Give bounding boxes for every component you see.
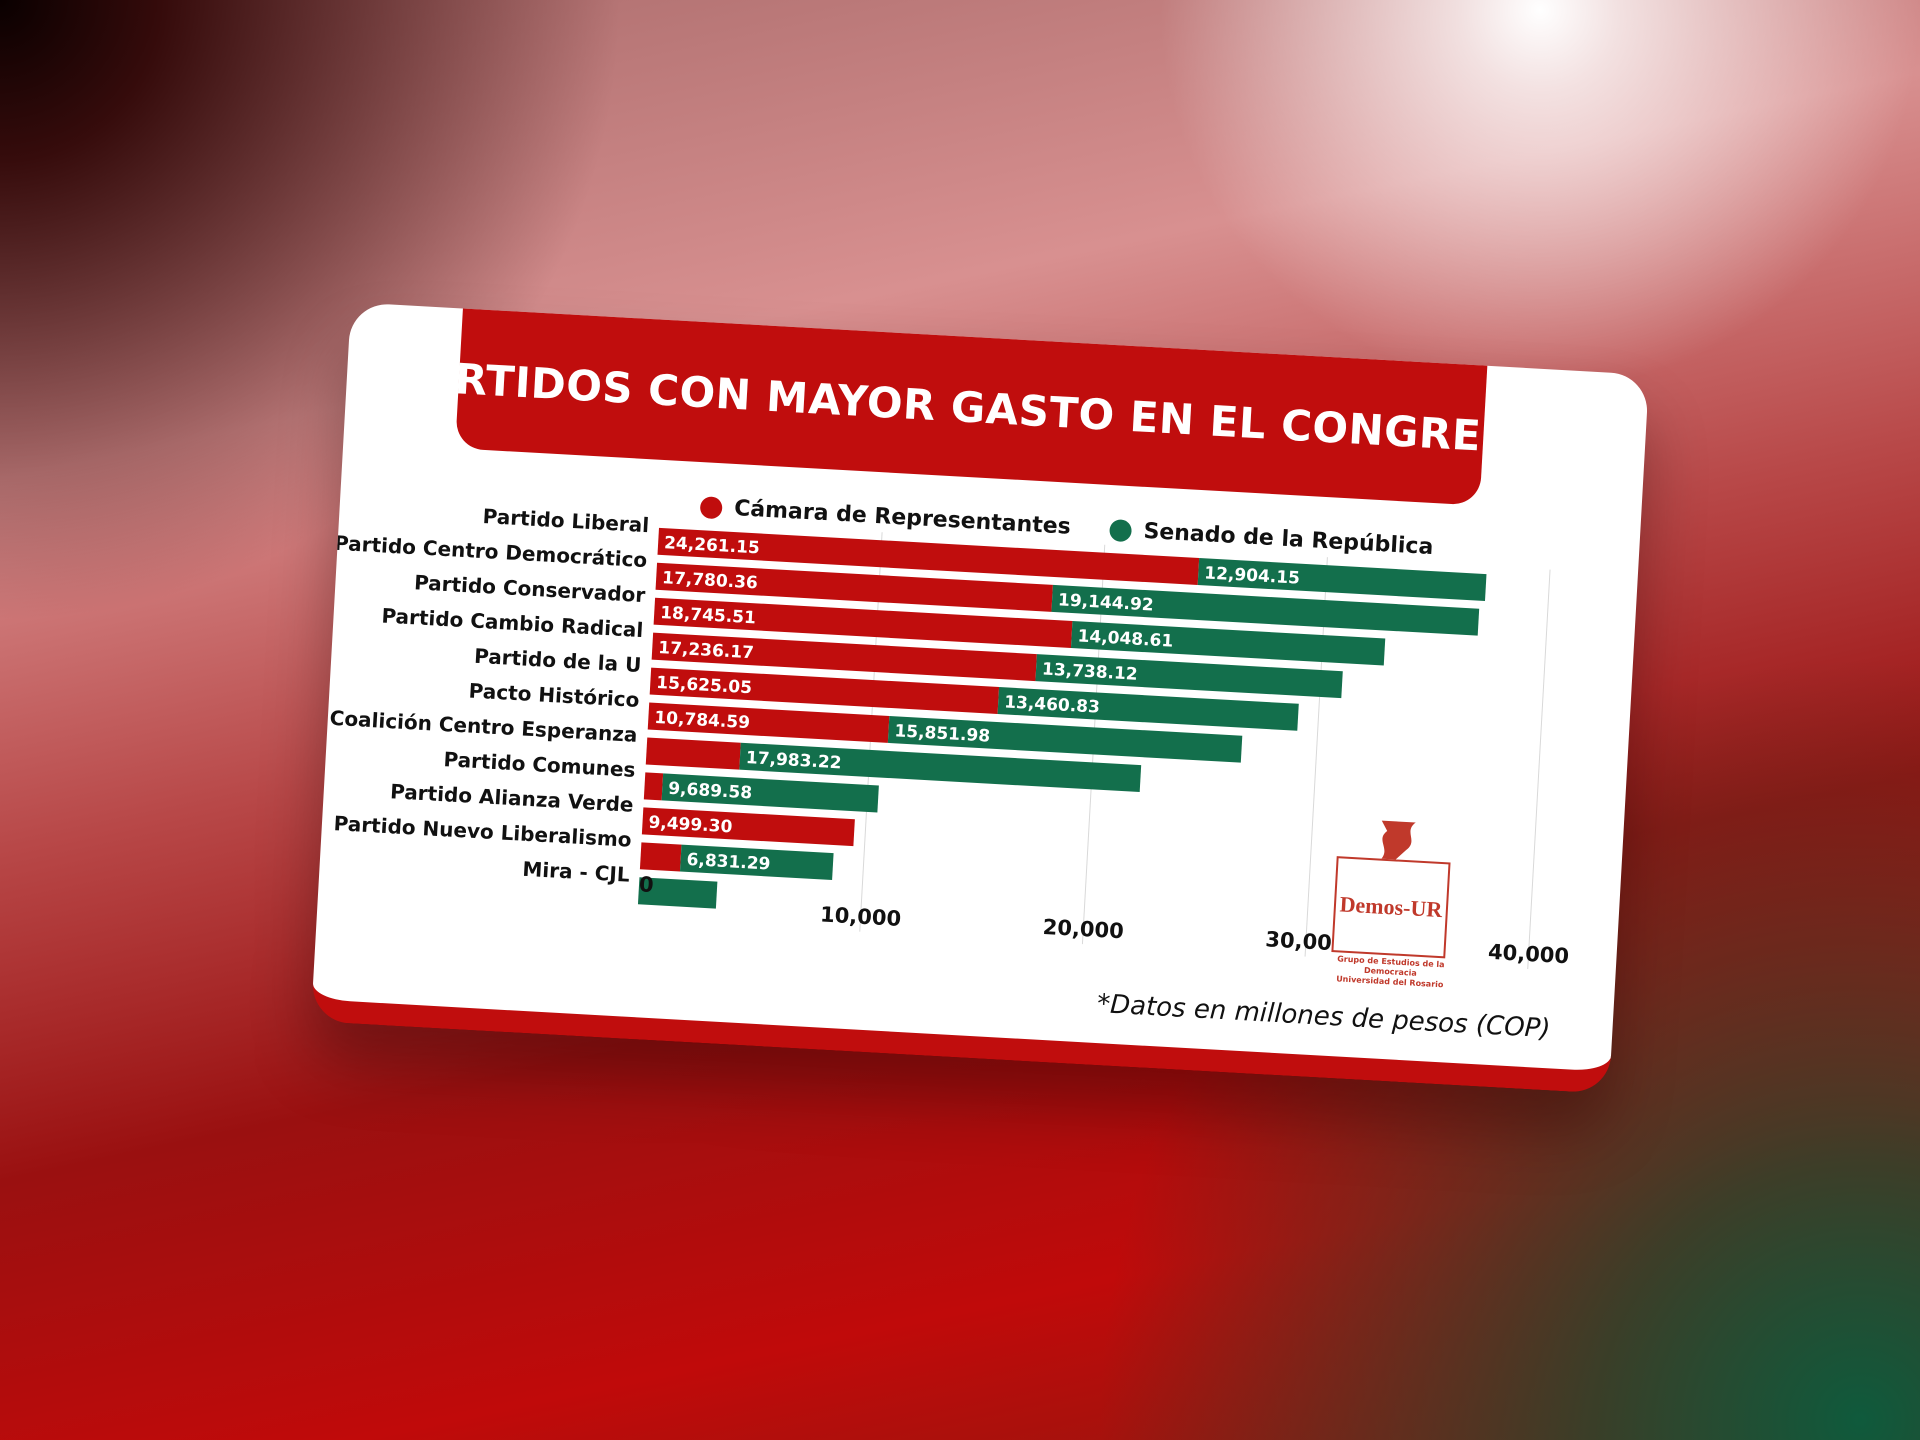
category-label: Partido Conservador <box>414 570 646 607</box>
logo-text: Demos-UR <box>1339 891 1443 923</box>
category-label: Partido Centro Democrático <box>333 531 647 572</box>
bar-senado <box>1035 654 1343 699</box>
bar-senado <box>637 877 718 909</box>
bar-senado <box>1070 621 1386 666</box>
x-tick-label: 10,000 <box>819 902 901 930</box>
category-label: Coalición Centro Esperanza <box>329 706 638 747</box>
category-label: Mira - CJL <box>522 857 631 887</box>
bar-camara <box>655 562 1053 612</box>
category-label: Partido Alianza Verde <box>390 779 635 817</box>
ballot-paper-icon <box>1379 820 1416 862</box>
data-label-senado: 6,831.29 <box>686 850 771 875</box>
x-tick-label: 0 <box>638 872 654 897</box>
bar-senado <box>997 687 1299 731</box>
x-tick-label: 40,000 <box>1487 940 1569 968</box>
bar-camara <box>645 737 741 770</box>
bar-camara <box>651 632 1037 682</box>
category-label: Partido Nuevo Liberalismo <box>333 811 632 852</box>
data-label-senado: 9,689.58 <box>668 779 753 804</box>
bar-camara <box>653 597 1073 648</box>
category-label: Pacto Histórico <box>468 678 640 712</box>
bar-senado <box>1051 584 1480 636</box>
bar-chart: Partido Liberal24,261.1512,904.15Partido… <box>329 504 1570 970</box>
x-tick-label: 20,000 <box>1042 915 1124 943</box>
category-label: Partido de la U <box>474 644 642 677</box>
bar-camara <box>657 527 1200 585</box>
bar-senado <box>887 715 1243 763</box>
bar-camara <box>641 807 855 847</box>
chart-card: PARTIDOS CON MAYOR GASTO EN EL CONGRESO … <box>310 302 1650 1094</box>
data-label-camara: 9,499.30 <box>648 813 733 838</box>
category-label: Partido Comunes <box>443 747 636 782</box>
bar-senado <box>1197 558 1487 602</box>
bar-camara <box>643 772 664 801</box>
bar-camara <box>649 667 1000 715</box>
category-label: Partido Liberal <box>482 504 650 537</box>
bar-senado <box>661 773 879 813</box>
gridline <box>1527 569 1551 970</box>
demos-ur-logo: Demos-UR Grupo de Estudios de la Democra… <box>1315 815 1474 989</box>
logo-box: Demos-UR <box>1331 856 1451 959</box>
bar-senado <box>739 742 1142 793</box>
bar-camara <box>639 842 682 872</box>
bar-senado <box>679 844 834 881</box>
bar-camara <box>647 702 890 743</box>
category-label: Partido Cambio Radical <box>381 603 644 642</box>
